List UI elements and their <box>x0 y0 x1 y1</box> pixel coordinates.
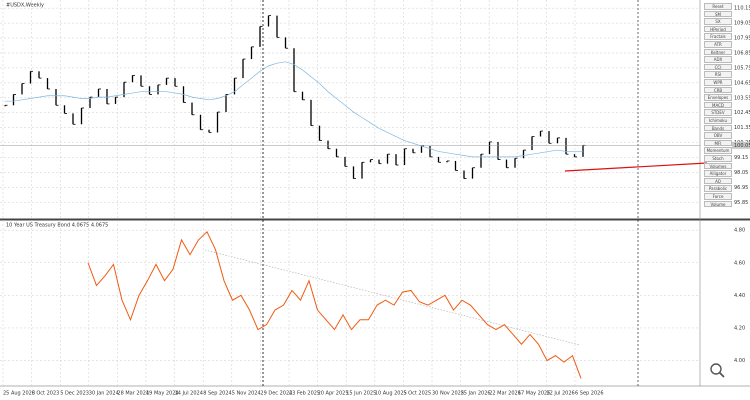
indicator-button[interactable]: STDEV <box>704 109 732 116</box>
indicator-button[interactable]: Reset <box>704 3 732 10</box>
date-label: 23 Feb 2025 <box>289 391 320 397</box>
date-label: 14 Jul 2024 <box>175 391 203 397</box>
indicator-button[interactable]: WPR <box>704 79 732 86</box>
date-label: 30 Jan 2024 <box>89 391 119 397</box>
indicator-button[interactable]: SX <box>704 18 732 25</box>
price-label: 96.95 <box>734 185 748 191</box>
current-price-box <box>732 141 750 149</box>
sub-price-label: 4.80 <box>734 228 745 234</box>
indicator-button[interactable]: CCI <box>704 63 732 71</box>
sub-title: 10 Year US Treasury Bond 4.0675 4.0675 <box>6 223 108 229</box>
price-label: 105.75 <box>734 65 750 71</box>
price-label: 103.55 <box>734 95 750 101</box>
indicator-button[interactable]: SM <box>704 10 732 18</box>
price-label: 102.45 <box>734 110 750 116</box>
indicator-button[interactable]: Fractals <box>704 33 732 40</box>
date-label: 25 Jan 2026 <box>461 391 491 397</box>
indicator-button[interactable]: Ichimoku <box>704 117 732 124</box>
date-label: 25 Aug 2023 <box>3 391 35 397</box>
date-label: 5 Nov 2024 <box>232 391 261 397</box>
indicator-button[interactable]: HPeriod <box>704 25 732 33</box>
price-label: 98.05 <box>734 170 748 176</box>
date-label: 15 Jun 2025 <box>346 391 376 397</box>
price-label: 106.85 <box>734 50 750 56</box>
date-label: 5 Dec 2023 <box>60 391 89 397</box>
sub-price-label: 4.40 <box>734 293 745 299</box>
sub-trend-line <box>204 249 581 346</box>
indicator-button[interactable]: MACD <box>704 101 732 109</box>
indicator-button[interactable]: AO <box>704 177 732 185</box>
price-label: 104.65 <box>734 80 750 86</box>
indicator-button[interactable]: ATR <box>704 41 732 48</box>
current-price-label: 100.05 <box>734 143 750 149</box>
date-label: 12 Jul 2026 <box>546 391 574 397</box>
date-label: 29 Dec 2024 <box>260 391 292 397</box>
indicator-button[interactable]: ADX <box>704 56 732 63</box>
date-label: 22 Mar 2026 <box>489 391 521 397</box>
indicator-button[interactable]: Alligator <box>704 170 732 177</box>
date-label: 17 May 2026 <box>518 391 551 397</box>
indicator-button[interactable]: Force <box>704 193 732 200</box>
date-label: 20 Apr 2025 <box>318 391 349 397</box>
main-title: #USDX,Weekly <box>6 3 44 9</box>
price-label: 107.95 <box>734 36 750 42</box>
indicator-button[interactable]: MFI <box>704 139 732 147</box>
indicator-button[interactable]: Volumes <box>704 162 732 170</box>
indicator-button[interactable]: CRB <box>704 86 732 94</box>
date-label: 10 Aug 2025 <box>375 391 407 397</box>
price-label: 95.85 <box>734 200 748 206</box>
zoom-icon[interactable] <box>710 363 725 378</box>
price-label: 99.15 <box>734 155 748 161</box>
sub-price-label: 4.20 <box>734 325 745 331</box>
date-label: 6 Sep 2026 <box>575 391 604 397</box>
indicator-button[interactable]: Stoch <box>704 155 732 162</box>
indicator-button[interactable]: Parabolic <box>704 185 732 192</box>
indicator-button[interactable]: Bands <box>704 124 732 132</box>
price-label: 101.35 <box>734 125 750 131</box>
indicator-button[interactable]: Volume <box>704 200 732 208</box>
trend-line <box>564 162 708 172</box>
date-label: 28 Mar 2024 <box>117 391 149 397</box>
indicator-button[interactable]: Envelopes <box>704 94 732 101</box>
date-label: 30 Nov 2025 <box>432 391 464 397</box>
indicator-button[interactable]: RSI <box>704 71 732 78</box>
indicator-button[interactable]: OBV <box>704 132 732 139</box>
indicator-button[interactable]: Keltner <box>704 48 732 56</box>
date-label: 6 Oct 2023 <box>32 391 60 397</box>
date-label: 19 May 2024 <box>146 391 179 397</box>
price-label: 110.15 <box>734 6 750 12</box>
indicator-button[interactable]: Momentum <box>704 147 732 154</box>
date-label: 5 Oct 2025 <box>403 391 431 397</box>
sub-price-label: 4.00 <box>734 358 745 364</box>
date-label: 8 Sep 2024 <box>203 391 232 397</box>
yield-line <box>87 230 582 379</box>
price-label: 109.05 <box>734 21 750 27</box>
sub-price-label: 4.60 <box>734 260 745 266</box>
moving-average <box>5 61 583 158</box>
